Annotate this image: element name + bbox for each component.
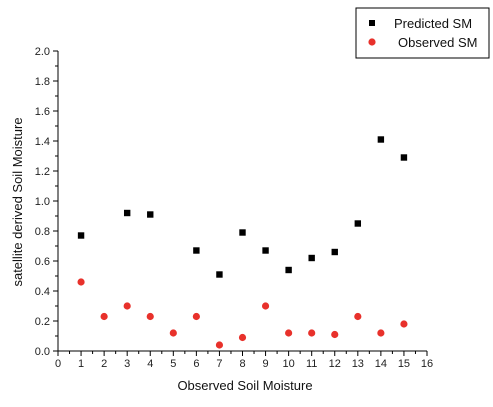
predicted-sm-point — [193, 247, 200, 254]
observed-sm-point — [400, 320, 408, 328]
x-tick-label: 5 — [170, 358, 176, 370]
y-tick-label: 1.2 — [35, 166, 50, 178]
ticks: 0 1 2 3 4 5 6 7 8 9 10 11 12 13 14 15 160.00.20.40.60.81… — [35, 46, 433, 370]
observed-sm-point — [100, 312, 108, 321]
predicted-sm-point — [354, 220, 362, 227]
x-tick-label: 11 — [306, 358, 317, 370]
observed-sm-point — [77, 278, 85, 286]
y-tick-label: 0.6 — [35, 256, 50, 268]
axes — [57, 51, 427, 352]
x-tick-label: 10 — [283, 358, 295, 370]
predicted-sm-point — [239, 229, 246, 236]
y-tick-label: 2.0 — [35, 46, 50, 58]
x-tick-label: 14 — [375, 358, 387, 370]
y-tick-label: 0.0 — [35, 346, 50, 358]
x-tick-label: 12 — [329, 358, 341, 370]
observed-sm-point — [308, 329, 316, 337]
data-points — [77, 136, 408, 349]
x-tick-label: 15 — [398, 358, 410, 370]
x-tick-label: 2 — [101, 358, 107, 370]
y-axis-title: satellite derived Soil Moisture — [10, 117, 25, 286]
x-tick-label: 6 — [193, 358, 199, 370]
observed-sm-point — [169, 329, 177, 337]
observed-sm-point — [123, 302, 131, 310]
x-tick-label: 0 — [55, 358, 61, 370]
observed-sm-point — [146, 312, 154, 321]
y-tick-label: 1.4 — [35, 136, 50, 148]
predicted-sm-point — [123, 209, 131, 217]
predicted-sm-point — [308, 254, 315, 262]
x-tick-label: 8 — [239, 358, 245, 370]
legend-marker-predicted-sm — [369, 20, 375, 26]
x-tick-label: 13 — [352, 358, 364, 370]
predicted-sm-point — [285, 266, 292, 274]
predicted-sm-point — [216, 271, 223, 278]
x-tick-label: 7 — [216, 358, 222, 370]
predicted-sm-point — [262, 247, 269, 254]
legend-label-observed-sm: Observed SM — [398, 35, 477, 50]
x-tick-label: 16 — [421, 358, 433, 370]
y-tick-label: 1.0 — [35, 196, 50, 208]
legend-marker-observed-sm — [368, 38, 376, 46]
y-tick-label: 0.4 — [35, 286, 50, 298]
predicted-sm-point — [377, 136, 385, 143]
observed-sm-point — [238, 333, 247, 342]
observed-sm-point — [215, 341, 224, 349]
predicted-sm-point — [77, 232, 85, 239]
y-tick-label: 0.8 — [35, 226, 50, 238]
observed-sm-point — [192, 312, 200, 321]
observed-sm-point — [331, 330, 339, 339]
predicted-sm-point — [331, 248, 338, 256]
observed-sm-point — [261, 302, 270, 310]
observed-sm-point — [377, 329, 385, 337]
x-tick-label: 3 — [124, 358, 130, 370]
y-tick-label: 1.8 — [35, 76, 50, 88]
x-tick-label: 9 — [263, 358, 269, 370]
legend-box — [355, 7, 490, 59]
y-tick-label: 0.2 — [35, 316, 50, 328]
legend-label-predicted-sm: Predicted SM — [394, 16, 472, 31]
observed-sm-point — [285, 329, 293, 337]
y-tick-label: 1.6 — [35, 106, 50, 118]
legend: Predicted SM Observed SM — [355, 7, 490, 59]
x-tick-label: 4 — [147, 358, 153, 370]
predicted-sm-point — [147, 211, 154, 218]
predicted-sm-point — [400, 154, 408, 161]
observed-sm-point — [354, 312, 362, 321]
x-tick-label: 1 — [78, 358, 84, 370]
x-axis-title: Observed Soil Moisture — [177, 378, 312, 393]
